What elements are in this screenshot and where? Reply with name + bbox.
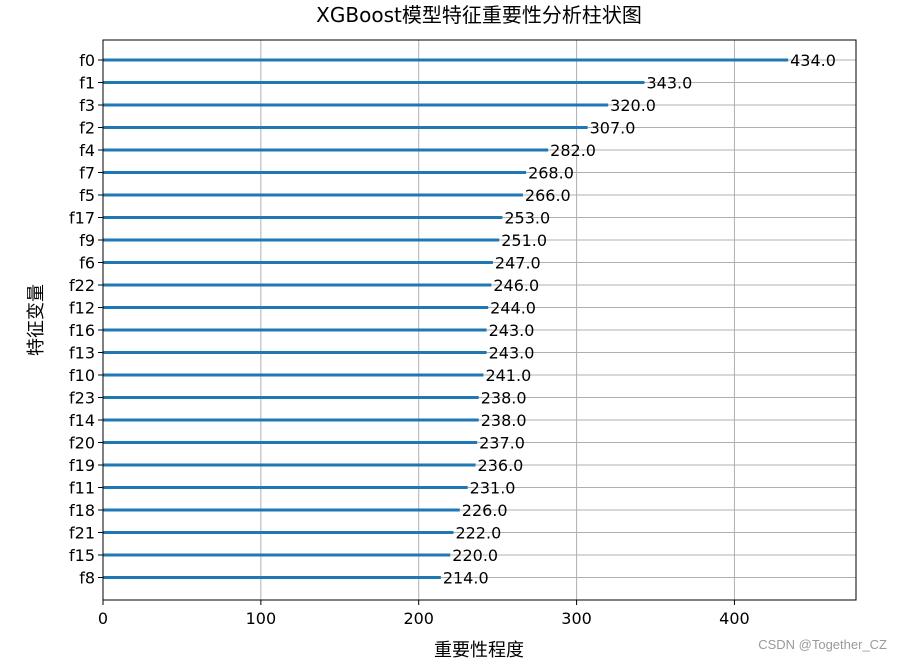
value-label: 434.0 <box>790 51 836 70</box>
bar-f5 <box>103 193 523 197</box>
bar-f9 <box>103 238 500 242</box>
bar-f10 <box>103 373 484 377</box>
value-label: 241.0 <box>485 366 531 385</box>
y-tick-label: f11 <box>69 479 95 498</box>
value-label: 238.0 <box>481 389 527 408</box>
watermark: CSDN @Together_CZ <box>758 637 887 652</box>
value-labels: 434.0 343.0 320.0 307.0 282.0 268.0 266.0 253.0… <box>443 51 836 588</box>
bar-f16 <box>103 328 487 332</box>
bar-f21 <box>103 531 454 534</box>
value-label: 247.0 <box>495 254 541 273</box>
value-label: 231.0 <box>470 479 516 498</box>
y-tick-label: f9 <box>79 231 95 250</box>
y-tick-label: f5 <box>79 186 95 205</box>
value-label: 243.0 <box>489 321 535 340</box>
value-label: 307.0 <box>590 119 636 138</box>
value-label: 320.0 <box>610 96 656 115</box>
bar-f20 <box>103 441 478 444</box>
value-label: 246.0 <box>493 276 539 295</box>
chart-title: XGBoost模型特征重要性分析柱状图 <box>316 3 642 27</box>
y-tick-label: f15 <box>69 546 95 565</box>
plot-frame <box>102 39 857 601</box>
y-axis-label: 特征变量 <box>26 284 47 356</box>
bar-f12 <box>103 306 489 309</box>
y-tick-label: f13 <box>69 344 95 363</box>
y-tick-label: f14 <box>69 411 95 430</box>
value-label: 266.0 <box>525 186 571 205</box>
value-label: 238.0 <box>481 411 527 430</box>
bar-f19 <box>103 463 476 467</box>
y-tick-label: f6 <box>79 254 95 273</box>
bar-f4 <box>103 148 549 152</box>
y-tick-label: f2 <box>79 119 95 138</box>
x-tick-label: 100 <box>246 609 277 628</box>
value-label: 251.0 <box>501 231 547 250</box>
bar-f23 <box>103 396 479 399</box>
y-tick-label: f18 <box>69 501 95 520</box>
value-label: 253.0 <box>504 209 550 228</box>
value-label: 244.0 <box>490 299 536 318</box>
y-tick-label: f23 <box>69 389 95 408</box>
value-label: 222.0 <box>455 524 501 543</box>
bar-f0 <box>103 58 789 62</box>
value-label: 243.0 <box>489 344 535 363</box>
bar-f22 <box>103 283 492 287</box>
y-tick-labels: f0 f1 f3 f2 f4 f7 f5 f17 f9 f6 f22 f12 f16 f13 f10 f23 f… <box>69 51 103 588</box>
y-tick-label: f3 <box>79 96 95 115</box>
bar-f7 <box>103 171 527 174</box>
y-tick-label: f20 <box>69 434 95 453</box>
y-tick-label: f17 <box>69 209 95 228</box>
y-tick-label: f4 <box>79 141 95 160</box>
value-label: 214.0 <box>443 569 489 588</box>
value-label: 343.0 <box>646 74 692 93</box>
value-label: 237.0 <box>479 434 525 453</box>
y-tick-label: f21 <box>69 524 95 543</box>
y-tick-label: f10 <box>69 366 95 385</box>
bars <box>103 58 789 579</box>
y-tick-label: f16 <box>69 321 95 340</box>
bar-f15 <box>103 553 451 557</box>
bar-f1 <box>103 81 645 84</box>
bar-f17 <box>103 216 503 219</box>
value-label: 268.0 <box>528 164 574 183</box>
value-label: 236.0 <box>478 456 524 475</box>
value-label: 226.0 <box>462 501 508 520</box>
x-tick-labels: 0 100 200 300 400 <box>98 600 750 628</box>
bar-f18 <box>103 508 460 512</box>
y-tick-label: f0 <box>79 51 95 70</box>
bar-f2 <box>103 126 588 129</box>
y-tick-label: f1 <box>79 74 95 93</box>
y-tick-label: f22 <box>69 276 95 295</box>
x-tick-label: 300 <box>561 609 592 628</box>
y-tick-label: f8 <box>79 569 95 588</box>
x-tick-label: 200 <box>403 609 434 628</box>
bar-f8 <box>103 576 441 579</box>
x-axis-label: 重要性程度 <box>434 640 524 661</box>
y-tick-label: f12 <box>69 299 95 318</box>
bar-f3 <box>103 103 609 107</box>
x-tick-label: 0 <box>98 609 108 628</box>
y-tick-label: f19 <box>69 456 95 475</box>
bar-f14 <box>103 418 479 422</box>
bar-f11 <box>103 486 468 489</box>
x-tick-label: 400 <box>719 609 750 628</box>
bar-f13 <box>103 351 487 354</box>
bar-f6 <box>103 261 493 264</box>
value-label: 220.0 <box>452 546 498 565</box>
value-label: 282.0 <box>550 141 596 160</box>
y-tick-label: f7 <box>79 164 95 183</box>
